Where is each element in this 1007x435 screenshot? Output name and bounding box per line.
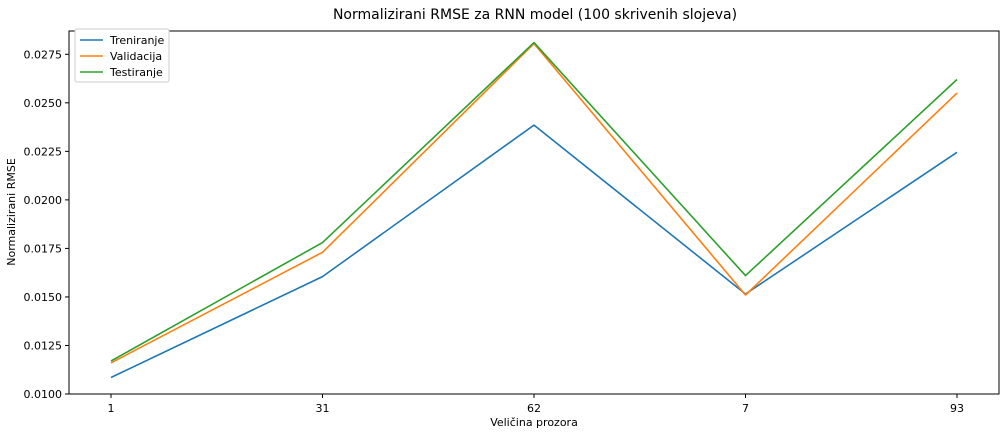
y-tick-label: 0.0275 (24, 48, 63, 61)
x-axis-label: Veličina prozora (490, 416, 578, 429)
chart-title: Normalizirani RMSE za RNN model (100 skr… (333, 7, 737, 23)
y-tick-label: 0.0150 (24, 291, 63, 304)
x-tick-label: 62 (527, 402, 541, 415)
legend-entry-label: Testiranje (109, 66, 163, 79)
y-tick-label: 0.0125 (24, 339, 63, 352)
x-tick-label: 93 (950, 402, 964, 415)
x-axis: 1 31 62 7 93 (108, 394, 964, 415)
y-axis: 0.0100 0.0125 0.0150 0.0175 0.0200 0.0225 0.02… (24, 48, 69, 401)
x-tick-label: 7 (742, 402, 749, 415)
y-tick-label: 0.0225 (24, 145, 63, 158)
plot-frame (68, 30, 1000, 395)
x-tick-label: 31 (316, 402, 330, 415)
y-tick-label: 0.0200 (24, 194, 63, 207)
x-tick-label: 1 (108, 402, 115, 415)
legend-box (74, 28, 170, 83)
y-tick-label: 0.0175 (24, 242, 63, 255)
plot-area (68, 30, 1000, 395)
series-line-validacija (110, 42, 958, 364)
legend-entry-label: Validacija (110, 50, 162, 63)
series-group (110, 41, 958, 379)
y-axis-label: Normalizirani RMSE (5, 158, 18, 266)
series-line-testiranje (110, 41, 958, 362)
series-line-treniranje (110, 124, 958, 379)
y-tick-label: 0.0250 (24, 97, 63, 110)
legend-entry-label: Treniranje (109, 34, 164, 47)
legend: Treniranje Validacija Testiranje (74, 28, 170, 83)
y-tick-label: 0.0100 (24, 388, 63, 401)
